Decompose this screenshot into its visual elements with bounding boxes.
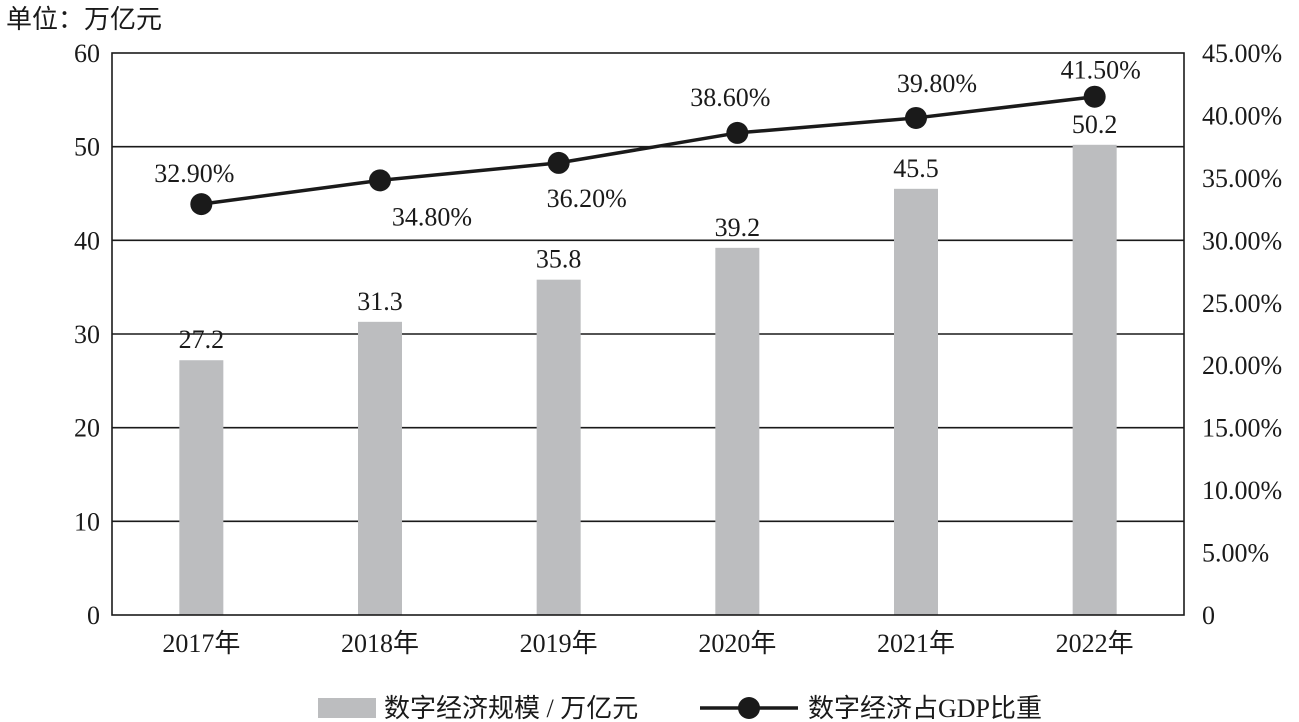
legend: 数字经济规模 / 万亿元 数字经济占GDP比重 xyxy=(318,694,1042,722)
bar-value-label: 39.2 xyxy=(715,213,761,242)
y-right-tick-label: 45.00% xyxy=(1202,39,1282,68)
line-point xyxy=(1083,85,1106,108)
bar-value-label: 35.8 xyxy=(536,245,582,274)
x-tick-label: 2017年 xyxy=(162,629,240,658)
bar xyxy=(894,188,938,616)
line-value-label: 36.20% xyxy=(547,184,627,213)
y-right-tick-label: 5.00% xyxy=(1202,539,1269,568)
y-right-tick-label: 25.00% xyxy=(1202,289,1282,318)
axis-ticks: 0 10 20 30 40 50 60 0 5.00% 10.00% 15.00% 20.00% 25.… xyxy=(74,39,1282,658)
y-right-tick-label: 40.00% xyxy=(1202,101,1282,130)
unit-label: 单位：万亿元 xyxy=(6,5,162,34)
y-left-tick-label: 20 xyxy=(74,414,100,443)
legend-bar-swatch xyxy=(318,698,376,718)
line-series xyxy=(190,85,1106,216)
legend-line-marker xyxy=(738,697,760,719)
bar-value-label: 45.5 xyxy=(893,154,939,183)
y-right-tick-label: 15.00% xyxy=(1202,414,1282,443)
bar xyxy=(536,279,581,615)
y-right-tick-label: 10.00% xyxy=(1202,476,1282,505)
bar-value-label: 50.2 xyxy=(1072,110,1118,139)
data-labels: 27.2 31.3 35.8 39.2 45.5 50.2 32.90% 34.80% 36.2… xyxy=(154,56,1141,355)
line-value-label: 38.60% xyxy=(690,83,770,112)
y-left-tick-label: 60 xyxy=(74,39,100,68)
line-value-label: 41.50% xyxy=(1061,56,1141,85)
line-value-label: 39.80% xyxy=(897,69,977,98)
x-tick-label: 2020年 xyxy=(698,629,776,658)
y-right-tick-label: 30.00% xyxy=(1202,226,1282,255)
plot-frame xyxy=(111,52,1185,616)
y-right-tick-label: 0 xyxy=(1202,601,1215,630)
y-left-tick-label: 10 xyxy=(74,507,100,536)
x-tick-label: 2018年 xyxy=(341,629,419,658)
line-value-label: 32.90% xyxy=(154,159,234,188)
y-left-tick-label: 40 xyxy=(74,226,100,255)
line-path xyxy=(201,94,1095,206)
x-tick-label: 2021年 xyxy=(877,629,955,658)
y-right-tick-label: 20.00% xyxy=(1202,351,1282,380)
y-left-tick-label: 0 xyxy=(87,601,100,630)
bar-value-label: 31.3 xyxy=(357,287,403,316)
x-tick-label: 2022年 xyxy=(1056,629,1134,658)
line-point xyxy=(190,193,213,216)
line-point xyxy=(905,106,927,129)
legend-line-label: 数字经济占GDP比重 xyxy=(808,694,1042,722)
line-point xyxy=(547,151,570,174)
grid-lines xyxy=(112,145,1184,523)
y-right-tick-label: 35.00% xyxy=(1202,164,1282,193)
plot-border xyxy=(111,52,1185,616)
bar xyxy=(1072,144,1117,615)
y-left-tick-label: 30 xyxy=(74,320,100,349)
bar-series xyxy=(179,144,1117,616)
x-tick-label: 2019年 xyxy=(520,629,598,658)
bar xyxy=(358,321,402,615)
line-value-label: 34.80% xyxy=(392,202,472,231)
line-point xyxy=(369,169,391,192)
legend-bar-label: 数字经济规模 / 万亿元 xyxy=(384,694,638,722)
bar-value-label: 27.2 xyxy=(179,325,225,354)
bar xyxy=(715,247,760,615)
y-left-tick-label: 50 xyxy=(74,133,100,162)
line-point xyxy=(726,121,749,144)
bar xyxy=(179,360,224,615)
